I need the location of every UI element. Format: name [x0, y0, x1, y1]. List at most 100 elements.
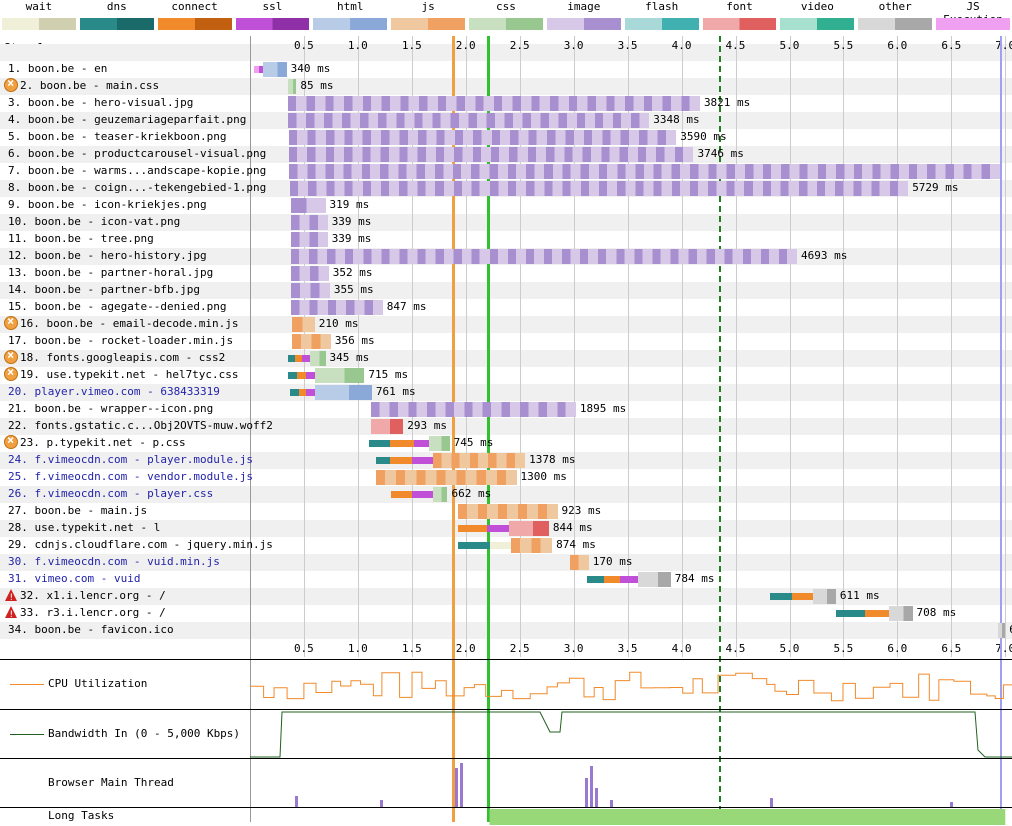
long-task-block — [489, 809, 1006, 825]
connection-segment — [254, 66, 259, 73]
thread-spike — [585, 778, 588, 808]
connection-segment — [865, 610, 889, 617]
x-tick-bottom: 7.0 — [995, 642, 1012, 655]
gridline — [357, 36, 359, 657]
x-tick-bottom: 2.5 — [509, 642, 530, 655]
duration-label: 4693 ms — [801, 249, 848, 262]
legend-item: font — [701, 0, 779, 30]
connection-segment — [489, 542, 512, 549]
request-label: 17. boon.be - rocket-loader.min.js — [8, 334, 234, 347]
duration-label: 761 ms — [375, 385, 416, 398]
connection-segment — [791, 593, 814, 600]
request-bar — [370, 419, 404, 434]
request-label[interactable]: 25. f.vimeocdn.com - vendor.module.js — [8, 470, 254, 483]
request-label: 13. boon.be - partner-horal.jpg — [8, 266, 214, 279]
panel-label: Browser Main Thread — [48, 775, 174, 789]
connection-segment — [368, 440, 391, 447]
panel-label: Bandwidth In (0 - 5,000 Kbps) — [48, 726, 241, 740]
request-label: 16. boon.be - email-decode.min.js — [20, 317, 239, 330]
legend-item: js — [389, 0, 467, 30]
duration-label: 170 ms — [592, 555, 633, 568]
duration-label: 662 ms — [451, 487, 492, 500]
request-bar — [310, 351, 326, 366]
error-icon: × — [4, 314, 18, 330]
connection-segment — [306, 389, 315, 396]
request-bar — [262, 62, 287, 77]
thread-spike — [595, 788, 598, 808]
request-label: 11. boon.be - tree.png — [8, 232, 154, 245]
duration-label: 745 ms — [453, 436, 494, 449]
request-label: 28. use.typekit.net - l — [8, 521, 161, 534]
warning-icon: ! — [4, 588, 18, 603]
x-tick-top: 5.5 — [833, 39, 854, 52]
legend-label: font — [726, 0, 753, 13]
duration-label: 708 ms — [916, 606, 957, 619]
row-stripe — [0, 44, 1012, 61]
connection-segment — [603, 576, 621, 583]
request-label: 9. boon.be - icon-kriekjes.png — [8, 198, 207, 211]
connection-segment — [414, 440, 430, 447]
legend-item: JS Execution — [934, 0, 1012, 30]
request-bar — [433, 487, 448, 502]
request-bar — [291, 232, 328, 247]
thread-spike — [380, 800, 383, 808]
connection-segment — [289, 389, 299, 396]
request-label: 33. r3.i.lencr.org - / — [20, 606, 166, 619]
connection-segment — [390, 440, 414, 447]
request-bar — [570, 555, 589, 570]
request-label[interactable]: 30. f.vimeocdn.com - vuid.min.js — [8, 555, 220, 568]
connection-segment — [770, 593, 792, 600]
connection-segment — [835, 610, 866, 617]
duration-label: 293 ms — [407, 419, 447, 432]
legend-swatch — [391, 18, 466, 30]
legend-label: video — [800, 0, 834, 13]
gridline — [681, 36, 683, 657]
request-label[interactable]: 20. player.vimeo.com - 638433319 — [8, 385, 220, 398]
connection-segment — [411, 491, 434, 498]
legend-swatch — [624, 18, 699, 30]
panel-label: Long Tasks — [48, 809, 115, 822]
connection-segment — [390, 457, 412, 464]
duration-label: 1895 ms — [579, 402, 627, 415]
row-stripe — [0, 622, 1012, 639]
x-tick-bottom: 3.0 — [563, 642, 584, 655]
duration-label: 874 ms — [556, 538, 596, 551]
error-icon: × — [4, 433, 18, 449]
request-bar — [813, 589, 836, 604]
request-label: 3. boon.be - hero-visual.jpg — [8, 96, 194, 109]
duration-label: 69 ms — [1009, 623, 1012, 636]
request-label: 34. boon.be - favicon.ico — [8, 623, 174, 636]
error-icon: × — [4, 76, 18, 92]
legend-swatch — [2, 18, 76, 30]
x-tick-top: 2.0 — [455, 39, 476, 52]
request-label: 2. boon.be - main.css — [20, 79, 160, 92]
request-bar — [997, 623, 1006, 638]
legend-item: connect — [156, 0, 234, 30]
request-label[interactable]: 26. f.vimeocdn.com - player.css — [8, 487, 214, 500]
x-tick-bottom: 4.0 — [671, 642, 692, 655]
request-label[interactable]: 31. vimeo.com - vuid — [8, 572, 141, 585]
request-bar — [511, 538, 553, 553]
request-bar — [287, 96, 700, 111]
request-label[interactable]: 24. f.vimeocdn.com - player.module.js — [8, 453, 254, 466]
marker-dom-content-loaded — [487, 36, 491, 822]
duration-label: 611 ms — [839, 589, 880, 602]
legend-label: ssl — [262, 0, 283, 13]
connection-segment — [487, 525, 509, 532]
thread-spike — [590, 766, 593, 808]
connection-segment — [298, 389, 307, 396]
request-bar — [370, 402, 576, 417]
legend-item: image — [545, 0, 623, 30]
x-tick-top: 1.5 — [401, 39, 422, 52]
marker-visually-complete — [999, 36, 1002, 822]
connection-segment — [295, 355, 302, 362]
legend-label: css — [496, 0, 516, 13]
gridline — [465, 36, 467, 657]
request-bar — [291, 266, 329, 281]
legend-item: wait — [0, 0, 78, 30]
duration-label: 3590 ms — [680, 130, 727, 143]
gridline — [1005, 36, 1007, 657]
connection-segment — [458, 542, 490, 549]
request-label: 22. fonts.gstatic.c...Obj2OVTS-muw.woff2 — [8, 419, 273, 432]
gridline — [519, 36, 521, 657]
